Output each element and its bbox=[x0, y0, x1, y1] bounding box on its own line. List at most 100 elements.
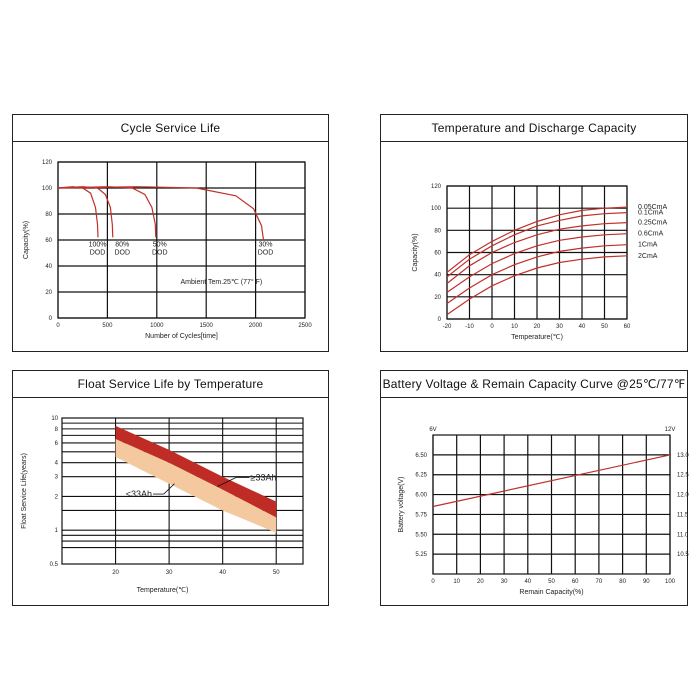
y-tick-label: 0 bbox=[438, 317, 442, 323]
x-tick-label: 30 bbox=[556, 324, 563, 330]
x-tick-label: 80 bbox=[619, 579, 626, 585]
battery-voltage-chart: 0 10 20 30 40 50 60 70 80 90 100 5.25 5.50 5.75 6.00 6.… bbox=[398, 427, 689, 596]
plot-frame bbox=[57, 161, 306, 319]
x-tick-label: 50 bbox=[548, 579, 555, 585]
life-band bbox=[115, 439, 277, 533]
plot-frame bbox=[61, 417, 304, 565]
y-tick-label: 3 bbox=[55, 475, 59, 481]
cycle-service-life-panel: Cycle Service Life 0 500 1000 1500 2000 2500 0… bbox=[12, 114, 329, 352]
x-tick-label: 1500 bbox=[200, 323, 214, 329]
y-axis-label: Capacity(%) bbox=[23, 221, 30, 259]
x-axis-label: Temperature(℃) bbox=[137, 587, 189, 594]
y-tick-label: 40 bbox=[45, 264, 52, 270]
x-tick-label: 0 bbox=[431, 579, 435, 585]
dod-label: 50% bbox=[153, 242, 167, 249]
series-line bbox=[446, 222, 628, 284]
x-tick-label: 10 bbox=[511, 324, 518, 330]
y2-tick-label: 13.0 bbox=[677, 453, 689, 459]
x-tick-label: 30 bbox=[501, 579, 508, 585]
y-tick-label: 120 bbox=[42, 160, 53, 166]
series-line bbox=[446, 233, 628, 293]
x-tick-label: 60 bbox=[572, 579, 579, 585]
y2-tick-label: 10.5 bbox=[677, 552, 689, 558]
band-leader-line bbox=[163, 483, 175, 495]
x-tick-label: 20 bbox=[534, 324, 541, 330]
x-tick-label: -20 bbox=[443, 324, 452, 330]
y-tick-label: 60 bbox=[434, 251, 441, 257]
y2-tick-label: 12.0 bbox=[677, 493, 689, 499]
y-tick-label: 60 bbox=[45, 238, 52, 244]
y2-tick-label: 11.0 bbox=[677, 532, 689, 538]
temperature-discharge-chart: -20 -10 0 10 20 30 40 50 60 0 20 40 60 80 100 120 Temper… bbox=[412, 184, 668, 341]
series-line bbox=[446, 206, 628, 273]
y-tick-label: 6 bbox=[55, 441, 59, 447]
y-tick-label: 20 bbox=[434, 295, 441, 301]
x-tick-label: 0 bbox=[490, 324, 494, 330]
temperature-discharge-title: Temperature and Discharge Capacity bbox=[381, 115, 687, 142]
dod-label: DOD bbox=[114, 250, 130, 257]
series-legend-label: 0.25CmA bbox=[638, 220, 668, 227]
life-band bbox=[115, 425, 277, 518]
y-tick-label: 6.25 bbox=[415, 473, 427, 479]
y-tick-label: 6.50 bbox=[415, 453, 427, 459]
y-tick-label: 5.25 bbox=[415, 552, 427, 558]
y-tick-label: 6.00 bbox=[415, 493, 427, 499]
y-top-label: 6V bbox=[429, 427, 436, 433]
y-tick-label: 80 bbox=[45, 212, 52, 218]
x-axis-label: Number of Cycles[time] bbox=[145, 333, 218, 340]
y-axis-label: Battery voltage(V) bbox=[398, 476, 405, 532]
series-line bbox=[446, 255, 628, 316]
band-label: <33Ah bbox=[126, 489, 152, 499]
ambient-annotation: Ambient Tem.25℃ (77° F) bbox=[181, 278, 263, 286]
series-line bbox=[57, 186, 265, 241]
series-line bbox=[57, 186, 114, 238]
y-tick-label: 120 bbox=[431, 184, 442, 190]
x-tick-label: 60 bbox=[624, 324, 631, 330]
band-label: ≥33Ah bbox=[251, 472, 277, 482]
dod-label: DOD bbox=[152, 250, 168, 257]
y-tick-label: 100 bbox=[42, 186, 53, 192]
x-tick-label: 40 bbox=[219, 570, 226, 576]
y-tick-label: 5.75 bbox=[415, 512, 427, 518]
y-tick-label: 20 bbox=[45, 290, 52, 296]
series-line bbox=[446, 244, 628, 304]
series-line bbox=[432, 454, 671, 508]
series-legend-label: 1CmA bbox=[638, 242, 658, 249]
x-tick-label: 90 bbox=[643, 579, 650, 585]
battery-voltage-title: Battery Voltage & Remain Capacity Curve … bbox=[381, 371, 687, 398]
x-tick-label: 2000 bbox=[249, 323, 263, 329]
y2-tick-label: 11.5 bbox=[677, 512, 689, 518]
x-tick-label: 20 bbox=[477, 579, 484, 585]
x-tick-label: -10 bbox=[465, 324, 474, 330]
x-tick-label: 70 bbox=[596, 579, 603, 585]
x-axis-label: Remain Capacity(%) bbox=[519, 589, 583, 596]
x-tick-label: 40 bbox=[579, 324, 586, 330]
series-legend-label: 0.6CmA bbox=[638, 231, 664, 238]
dod-label: 30% bbox=[258, 242, 272, 249]
x-tick-label: 20 bbox=[112, 570, 119, 576]
dod-label: 80% bbox=[115, 242, 129, 249]
cycle-service-life-title: Cycle Service Life bbox=[13, 115, 328, 142]
float-service-life-panel: Float Service Life by Temperature 20 30 40… bbox=[12, 370, 329, 606]
x-tick-label: 50 bbox=[273, 570, 280, 576]
dod-label: DOD bbox=[258, 250, 274, 257]
float-service-life-chart: 20 30 40 50 0.5 1 2 3 4 6 8 10 Temperature(℃) Float S… bbox=[21, 416, 304, 594]
y-tick-label: 80 bbox=[434, 228, 441, 234]
x-tick-label: 30 bbox=[166, 570, 173, 576]
x-tick-label: 2500 bbox=[298, 323, 312, 329]
x-tick-label: 1000 bbox=[150, 323, 164, 329]
series-line bbox=[57, 186, 99, 238]
plot-frame bbox=[446, 185, 628, 320]
band-leader-line bbox=[217, 477, 237, 487]
series-legend-label: 2CmA bbox=[638, 253, 658, 260]
y-tick-label: 2 bbox=[55, 494, 59, 500]
y-tick-label: 4 bbox=[55, 461, 59, 467]
series-line bbox=[446, 212, 628, 278]
y2-tick-label: 12.5 bbox=[677, 473, 689, 479]
y2-top-label: 12V bbox=[665, 427, 676, 433]
series-legend-label: 0.05CmA bbox=[638, 204, 668, 211]
y-axis-label: Capacity(%) bbox=[412, 233, 419, 271]
y-tick-label: 0 bbox=[49, 316, 53, 322]
battery-voltage-panel: Battery Voltage & Remain Capacity Curve … bbox=[380, 370, 689, 606]
y-tick-label: 5.50 bbox=[415, 532, 427, 538]
